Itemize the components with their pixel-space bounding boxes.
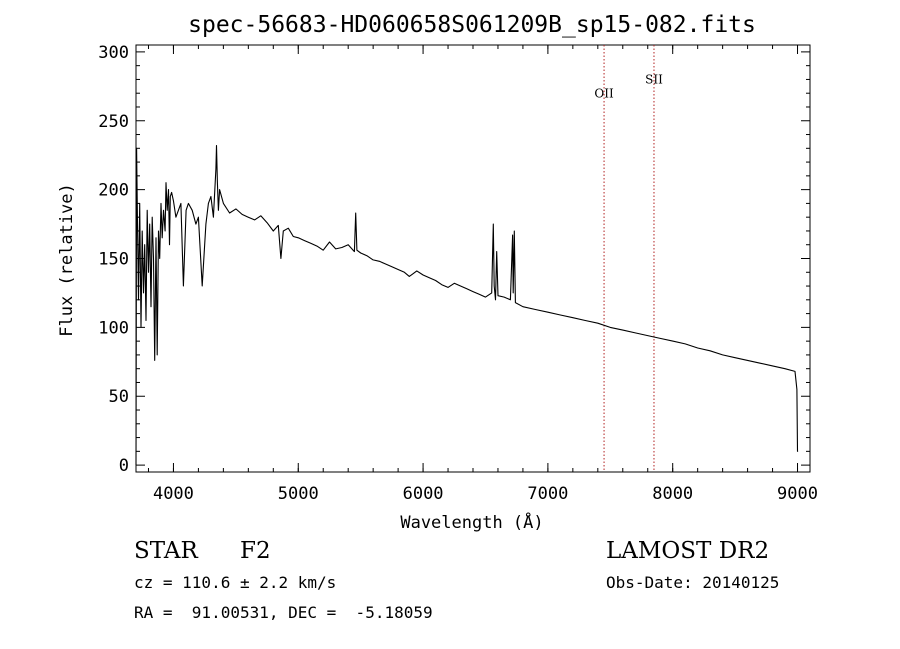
plot-frame xyxy=(135,44,811,473)
y-tick-label: 200 xyxy=(98,181,129,201)
x-tick-label: 7000 xyxy=(527,484,568,504)
subclass: F2 xyxy=(240,538,271,564)
redshift-velocity: cz = 110.6 ± 2.2 km/s xyxy=(134,573,337,592)
object-type: STAR xyxy=(134,538,198,564)
emission-line-label: SII xyxy=(645,73,663,87)
chart-title: spec-56683-HD060658S061209B_sp15-082.fit… xyxy=(188,12,756,38)
x-axis-label: Wavelength (Å) xyxy=(400,511,543,533)
x-tick-label: 8000 xyxy=(652,484,693,504)
y-tick-label: 50 xyxy=(109,387,129,407)
y-axis-label: Flux (relative) xyxy=(57,183,77,337)
y-tick-label: 100 xyxy=(98,318,129,338)
axes: 4000 5000 6000 7000 8000 9000 0 50 100 150 200 250 3… xyxy=(98,43,818,504)
sky-coordinates: RA = 91.00531, DEC = -5.18059 xyxy=(134,603,433,622)
y-tick-label: 300 xyxy=(98,43,129,63)
spectrum-line xyxy=(135,145,799,466)
y-tick-label: 150 xyxy=(98,250,129,270)
survey-name: LAMOST DR2 xyxy=(606,538,770,564)
x-tick-label: 4000 xyxy=(153,484,194,504)
emission-line-label: OII xyxy=(594,86,614,100)
y-tick-label: 0 xyxy=(119,456,129,476)
y-tick-label: 250 xyxy=(98,112,129,132)
spectrum-series xyxy=(135,145,799,466)
x-tick-label: 5000 xyxy=(278,484,319,504)
observation-date: Obs-Date: 20140125 xyxy=(606,573,780,592)
emission-line-markers: OII SII xyxy=(594,45,663,472)
x-tick-label: 9000 xyxy=(777,484,818,504)
x-tick-label: 6000 xyxy=(403,484,444,504)
